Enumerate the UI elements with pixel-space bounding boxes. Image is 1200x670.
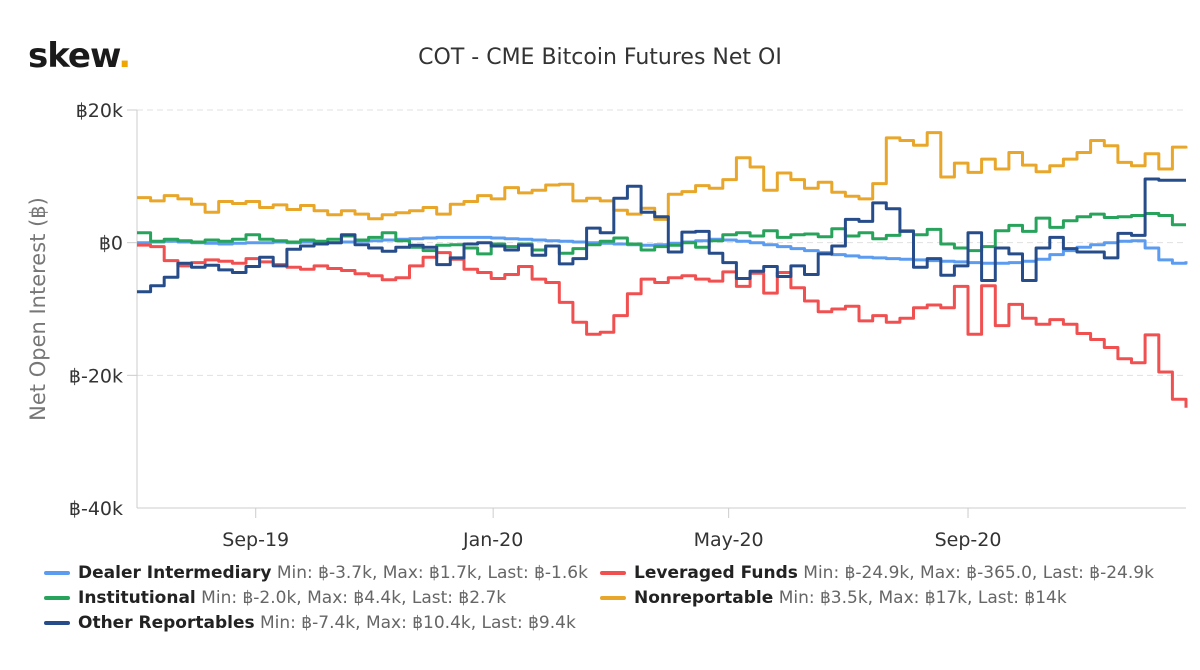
y-tick-label: ฿20k [76, 100, 123, 122]
legend-series-stats: Min: ฿-3.7k, Max: ฿1.7k, Last: ฿-1.6k [276, 563, 588, 583]
series-line-leveraged-funds[interactable] [137, 243, 1188, 408]
legend-series-name: Nonreportable [634, 588, 774, 608]
legend-swatch [600, 596, 626, 600]
legend-series-stats: Min: ฿-24.9k, Max: ฿-365.0, Last: ฿-24.9… [803, 563, 1154, 583]
legend-item-other-reportables[interactable]: Other Reportables Min: ฿-7.4k, Max: ฿10.… [44, 613, 576, 633]
legend-series-name: Dealer Intermediary [78, 563, 272, 583]
legend-series-name: Leveraged Funds [634, 563, 798, 583]
series-line-nonreportable[interactable] [137, 131, 1188, 221]
chart-title: COT - CME Bitcoin Futures Net OI [418, 45, 782, 70]
y-tick-label: ฿-40k [69, 498, 123, 520]
x-tick-label: Sep-20 [935, 529, 1002, 551]
series-line-institutional[interactable] [137, 212, 1186, 256]
legend-series-stats: Min: ฿-7.4k, Max: ฿10.4k, Last: ฿9.4k [260, 613, 576, 633]
y-tick-label: ฿-20k [69, 365, 123, 387]
net-oi-chart: ฿20k ฿0 ฿-20k ฿-40k Sep-19 Jan-20 May-20 Sep-2… [26, 100, 1188, 551]
legend-swatch [600, 571, 626, 575]
y-axis-label: Net Open Interest (฿) [26, 197, 50, 421]
legend-swatch [44, 596, 70, 600]
x-tick-labels: Sep-19 Jan-20 May-20 Sep-20 [222, 508, 1001, 551]
series-line-other-reportables[interactable] [137, 177, 1186, 294]
x-tick-label: Sep-19 [222, 529, 289, 551]
x-tick-label: Jan-20 [462, 529, 523, 551]
legend-item-nonreportable[interactable]: Nonreportable Min: ฿3.5k, Max: ฿17k, Las… [600, 588, 1067, 608]
legend-item-institutional[interactable]: Institutional Min: ฿-2.0k, Max: ฿4.4k, L… [44, 588, 506, 608]
legend-item-dealer-intermediary[interactable]: Dealer Intermediary Min: ฿-3.7k, Max: ฿1… [44, 563, 588, 583]
legend-series-name: Other Reportables [78, 613, 255, 633]
skew-logo-dot: . [118, 36, 131, 76]
skew-logo: skew. [28, 36, 131, 76]
legend-swatch [44, 621, 70, 625]
y-tick-label: ฿0 [99, 233, 123, 255]
legend-series-stats: Min: ฿3.5k, Max: ฿17k, Last: ฿14k [778, 588, 1067, 608]
legend-series-stats: Min: ฿-2.0k, Max: ฿4.4k, Last: ฿2.7k [201, 588, 507, 608]
legend-series-name: Institutional [78, 588, 196, 608]
skew-logo-text: skew [28, 36, 119, 76]
y-tick-labels: ฿20k ฿0 ฿-20k ฿-40k [69, 100, 123, 520]
legend-swatch [44, 571, 70, 575]
series-lines [137, 131, 1188, 408]
x-tick-label: May-20 [694, 529, 764, 551]
legend-item-leveraged-funds[interactable]: Leveraged Funds Min: ฿-24.9k, Max: ฿-365… [600, 563, 1154, 583]
